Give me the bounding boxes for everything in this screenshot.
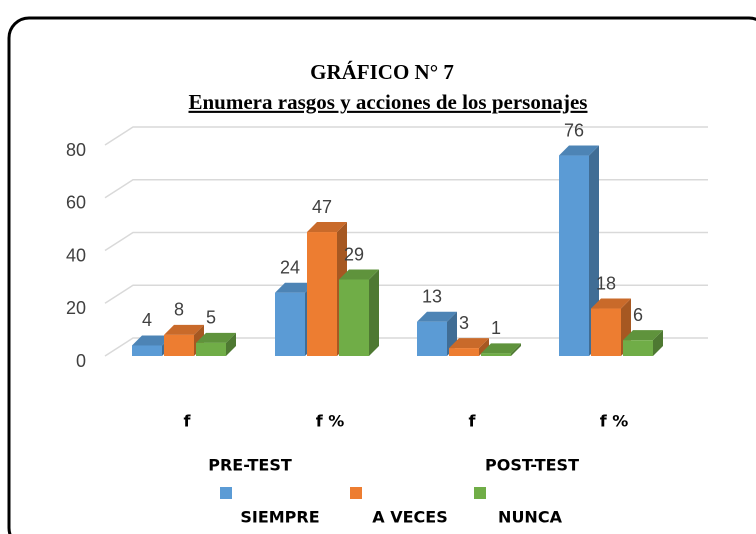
bar-front bbox=[275, 292, 305, 356]
bar-side bbox=[511, 343, 521, 356]
value-label: 3 bbox=[459, 313, 469, 333]
legend-label: A VECES bbox=[372, 508, 447, 527]
y-tick-label: 0 bbox=[76, 351, 86, 371]
value-label: 76 bbox=[564, 120, 584, 140]
chart-title: GRÁFICO N° 7 bbox=[310, 60, 454, 84]
value-label: 4 bbox=[142, 310, 152, 330]
legend-label: SIEMPRE bbox=[240, 508, 319, 527]
bar bbox=[481, 343, 521, 356]
legend-swatch bbox=[350, 487, 362, 499]
value-label: 29 bbox=[344, 244, 364, 264]
bar-top bbox=[623, 330, 663, 341]
y-tick-label: 40 bbox=[66, 245, 86, 265]
bar-side bbox=[369, 269, 379, 356]
bar bbox=[164, 324, 204, 356]
chart-subtitle: Enumera rasgos y acciones de los persona… bbox=[189, 90, 588, 114]
legend-swatch bbox=[220, 487, 232, 499]
grid-line bbox=[104, 126, 708, 146]
value-label: 13 bbox=[422, 286, 442, 306]
bar-front bbox=[339, 279, 369, 356]
bar-top bbox=[132, 335, 172, 346]
bar-front bbox=[132, 345, 162, 356]
bar-top bbox=[307, 222, 347, 233]
bar bbox=[417, 311, 457, 356]
bar-front bbox=[196, 342, 226, 356]
bar bbox=[449, 338, 489, 356]
bar-top bbox=[481, 343, 521, 354]
y-tick-label: 80 bbox=[66, 140, 86, 160]
bar-front bbox=[164, 334, 194, 356]
bar-front bbox=[307, 232, 337, 356]
x-tick-label: f bbox=[184, 412, 192, 431]
grid-line bbox=[104, 337, 708, 357]
grid-line bbox=[104, 179, 708, 199]
bar bbox=[196, 332, 236, 356]
bar-front bbox=[481, 353, 511, 356]
x-tick-label: f % bbox=[316, 412, 345, 431]
bar-side bbox=[479, 338, 489, 356]
bar-front bbox=[417, 321, 447, 356]
bar-top bbox=[559, 145, 599, 156]
y-tick-label: 20 bbox=[66, 298, 86, 318]
x-tick-label: f bbox=[469, 412, 477, 431]
value-label: 24 bbox=[280, 257, 300, 277]
bar-top bbox=[164, 324, 204, 335]
legend-swatch bbox=[474, 487, 486, 499]
legend-label: NUNCA bbox=[498, 508, 563, 527]
value-label: 47 bbox=[312, 197, 332, 217]
x-tick-label: f % bbox=[600, 412, 629, 431]
bar-top bbox=[196, 332, 236, 343]
bar bbox=[623, 330, 663, 356]
value-label: 18 bbox=[596, 273, 616, 293]
value-label: 5 bbox=[206, 308, 216, 328]
group-label: POST-TEST bbox=[485, 456, 579, 475]
value-label: 8 bbox=[174, 300, 184, 320]
group-label: PRE-TEST bbox=[208, 456, 292, 475]
bar-front bbox=[449, 348, 479, 356]
bar-front bbox=[591, 308, 621, 356]
bar bbox=[339, 269, 379, 356]
value-label: 1 bbox=[491, 318, 501, 338]
grid-line bbox=[104, 284, 708, 304]
bar-front bbox=[623, 340, 653, 356]
y-tick-label: 60 bbox=[66, 193, 86, 213]
bar-top bbox=[449, 338, 489, 349]
bar-top bbox=[591, 298, 631, 309]
value-label: 6 bbox=[633, 305, 643, 325]
bar-side bbox=[226, 332, 236, 356]
bar-front bbox=[559, 155, 589, 356]
bar-side bbox=[653, 330, 663, 356]
grid-line bbox=[104, 231, 708, 252]
bar-top bbox=[275, 282, 315, 293]
bar-top bbox=[339, 269, 379, 280]
bar-top bbox=[417, 311, 457, 322]
